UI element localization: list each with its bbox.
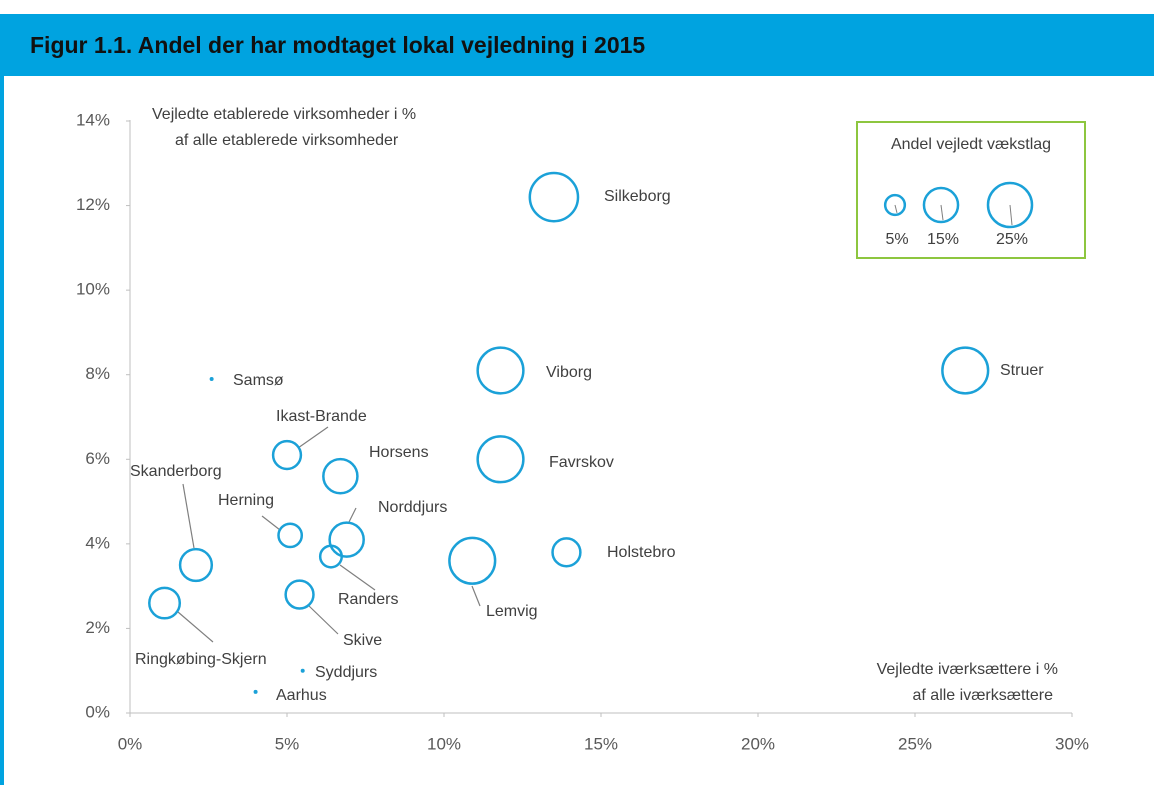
leader-line xyxy=(307,604,339,635)
bubble xyxy=(941,346,990,395)
y-tick-label: 2% xyxy=(85,618,110,637)
point-label: Samsø xyxy=(233,372,284,389)
legend-leader xyxy=(894,204,898,213)
bubble xyxy=(253,689,258,694)
legend-bubble xyxy=(922,186,960,224)
y-axis-label: Vejledte etablerede virksomheder i % xyxy=(152,106,416,123)
leader-line xyxy=(182,483,195,549)
legend-box xyxy=(856,121,1086,259)
legend-label: 25% xyxy=(996,231,1028,248)
legend-bubble xyxy=(883,193,907,217)
y-tick-label: 0% xyxy=(85,702,110,721)
point-label: Lemvig xyxy=(486,603,538,620)
bubble xyxy=(318,544,343,569)
y-tick-label: 14% xyxy=(76,110,110,129)
leader-line xyxy=(348,507,357,523)
point-label: Randers xyxy=(338,591,398,608)
bubble xyxy=(148,586,182,620)
legend-bubble xyxy=(986,181,1034,229)
leader-line xyxy=(261,515,281,531)
y-tick-label: 4% xyxy=(85,533,110,552)
x-tick-label: 20% xyxy=(741,734,775,753)
point-label: Silkeborg xyxy=(604,188,671,205)
point-label: Holstebro xyxy=(607,544,676,561)
x-axis-label: af alle iværksættere xyxy=(913,687,1054,704)
x-tick-label: 0% xyxy=(118,734,143,753)
x-tick-label: 30% xyxy=(1055,734,1089,753)
point-label: Skanderborg xyxy=(130,463,222,480)
point-label: Norddjurs xyxy=(378,499,447,516)
x-tick-label: 10% xyxy=(427,734,461,753)
x-tick-label: 25% xyxy=(898,734,932,753)
point-label: Syddjurs xyxy=(315,664,377,681)
bubble xyxy=(476,346,525,395)
bubble xyxy=(277,522,304,549)
point-label: Favrskov xyxy=(549,454,614,471)
legend-title: Andel vejledt vækstlag xyxy=(891,136,1051,153)
leader-line xyxy=(339,564,376,591)
bubble xyxy=(178,547,214,583)
legend-leader xyxy=(1009,204,1013,226)
point-label: Ringkøbing-Skjern xyxy=(135,651,267,668)
chart-title: Figur 1.1. Andel der har modtaget lokal … xyxy=(30,32,645,58)
y-tick-label: 8% xyxy=(85,364,110,383)
left-border xyxy=(0,76,4,785)
legend-label: 15% xyxy=(927,231,959,248)
x-axis-label: Vejledte iværksættere i % xyxy=(877,661,1058,678)
x-tick-label: 5% xyxy=(275,734,300,753)
bubble xyxy=(551,537,582,568)
x-tick-label: 15% xyxy=(584,734,618,753)
point-label: Struer xyxy=(1000,362,1044,379)
point-label: Skive xyxy=(343,632,382,649)
legend-label: 5% xyxy=(885,231,908,248)
bubble xyxy=(528,171,580,223)
y-tick-label: 6% xyxy=(85,449,110,468)
leader-line xyxy=(471,585,481,607)
bubble xyxy=(328,521,365,558)
y-tick-label: 10% xyxy=(76,280,110,299)
leader-line xyxy=(297,426,329,449)
bubble xyxy=(284,579,315,610)
bubble xyxy=(476,435,525,484)
y-axis-label: af alle etablerede virksomheder xyxy=(175,132,399,149)
title-bar xyxy=(0,14,1154,76)
bubble xyxy=(300,668,305,673)
y-tick-label: 12% xyxy=(76,195,110,214)
bubble xyxy=(448,536,497,585)
point-label: Viborg xyxy=(546,364,592,381)
point-label: Ikast-Brande xyxy=(276,408,367,425)
point-label: Horsens xyxy=(369,444,429,461)
bubble xyxy=(322,457,359,495)
leader-line xyxy=(177,611,214,643)
bubble xyxy=(209,376,214,381)
point-label: Herning xyxy=(218,492,274,509)
bubble xyxy=(271,439,303,471)
point-label: Aarhus xyxy=(276,687,327,704)
legend-leader xyxy=(940,204,944,221)
